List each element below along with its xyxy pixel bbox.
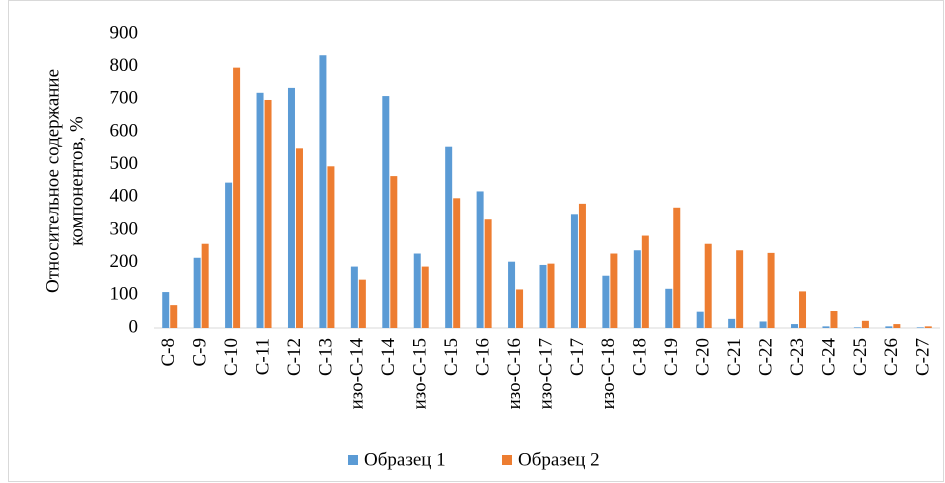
chart-border xyxy=(8,0,944,482)
bar xyxy=(358,279,366,328)
bar xyxy=(853,327,861,328)
y-tick-label: 500 xyxy=(110,153,139,174)
y-axis-label: компонентов, % xyxy=(66,116,87,246)
x-tick-label: изо-С-15 xyxy=(410,338,431,409)
bar xyxy=(924,326,932,328)
bar xyxy=(728,318,736,328)
bar xyxy=(201,243,209,328)
bar xyxy=(822,326,830,328)
bar xyxy=(893,324,901,328)
bar xyxy=(916,327,924,328)
bar xyxy=(162,292,170,328)
x-tick-label: С-13 xyxy=(315,338,336,376)
bar xyxy=(885,326,893,328)
bar xyxy=(578,203,586,328)
bar xyxy=(767,252,775,328)
bar xyxy=(413,253,421,328)
bar xyxy=(225,182,233,328)
y-tick-label: 900 xyxy=(110,22,139,43)
bar xyxy=(390,176,398,328)
bar xyxy=(170,305,178,328)
x-tick-label: С-11 xyxy=(252,338,273,375)
bar xyxy=(602,275,610,328)
legend-swatch xyxy=(502,455,512,465)
bar xyxy=(193,257,201,328)
bar xyxy=(287,87,295,329)
bar xyxy=(861,320,869,328)
bar xyxy=(539,264,547,328)
bar xyxy=(445,146,453,328)
x-tick-label: изо-С-16 xyxy=(504,338,525,409)
bar xyxy=(319,55,327,328)
bar xyxy=(610,253,618,328)
bar xyxy=(476,191,484,328)
bar xyxy=(421,266,429,328)
bar xyxy=(350,266,358,328)
bar xyxy=(759,321,767,328)
y-tick-label: 600 xyxy=(110,120,139,141)
x-tick-label: С-10 xyxy=(221,338,242,376)
x-tick-label: изо-С-17 xyxy=(535,338,556,409)
x-tick-label: С-18 xyxy=(630,338,651,376)
bar xyxy=(704,243,712,328)
y-axis-label: Относительное содержание xyxy=(42,69,63,293)
x-tick-label: изо-С-18 xyxy=(598,338,619,409)
x-tick-label: С-19 xyxy=(661,338,682,376)
x-tick-label: С-15 xyxy=(441,338,462,376)
bar xyxy=(256,92,264,328)
bar xyxy=(641,235,649,328)
x-tick-label: С-27 xyxy=(913,338,934,376)
x-tick-label: С-23 xyxy=(787,338,808,376)
legend-swatch xyxy=(348,455,358,465)
bar xyxy=(547,263,555,328)
bar xyxy=(233,67,241,328)
y-tick-label: 100 xyxy=(110,284,139,305)
x-tick-label: С-22 xyxy=(755,338,776,376)
y-tick-label: 700 xyxy=(110,88,139,109)
x-tick-label: изо-С-14 xyxy=(347,338,368,410)
bar xyxy=(799,291,807,328)
x-tick-label: С-9 xyxy=(190,338,211,367)
bar xyxy=(382,96,390,328)
x-tick-label: С-26 xyxy=(881,338,902,376)
bar xyxy=(327,166,335,328)
x-tick-label: С-12 xyxy=(284,338,305,376)
bar xyxy=(508,261,516,328)
bar xyxy=(696,311,704,328)
legend-label: Образец 1 xyxy=(364,449,446,470)
bar xyxy=(295,148,303,328)
y-tick-label: 200 xyxy=(110,251,139,272)
bar xyxy=(791,324,799,328)
bar xyxy=(736,250,744,328)
x-tick-label: С-17 xyxy=(567,338,588,376)
bar xyxy=(570,214,578,328)
bar xyxy=(633,250,641,328)
bar xyxy=(516,289,524,328)
x-tick-label: С-20 xyxy=(693,338,714,376)
x-tick-label: С-8 xyxy=(158,338,179,367)
y-tick-label: 300 xyxy=(110,218,139,239)
bar xyxy=(665,288,673,328)
y-tick-label: 400 xyxy=(110,186,139,207)
y-tick-label: 0 xyxy=(129,316,139,337)
x-tick-label: С-21 xyxy=(724,338,745,376)
y-tick-label: 800 xyxy=(110,55,139,76)
x-tick-label: С-14 xyxy=(378,338,399,377)
bar xyxy=(830,311,838,328)
x-tick-label: С-25 xyxy=(850,338,871,376)
bar xyxy=(264,99,272,328)
x-tick-label: С-16 xyxy=(472,338,493,376)
legend-label: Образец 2 xyxy=(518,449,600,470)
x-tick-label: С-24 xyxy=(818,338,839,377)
bar xyxy=(453,198,461,328)
bar xyxy=(673,207,681,328)
bar xyxy=(484,219,492,328)
